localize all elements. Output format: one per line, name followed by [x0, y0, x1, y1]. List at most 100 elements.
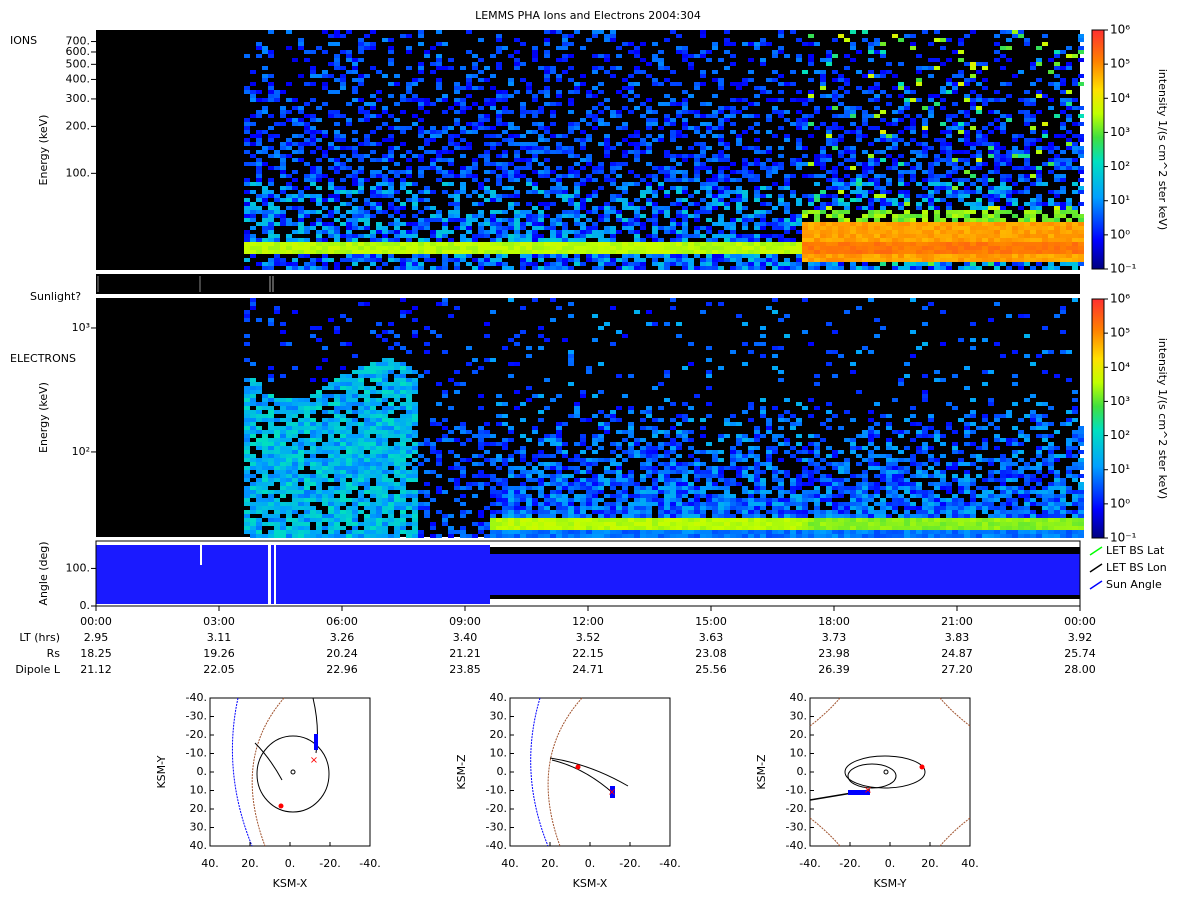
spectrogram-cell: [676, 178, 682, 182]
spectrogram-cell: [1066, 218, 1072, 222]
spectrogram-cell: [268, 182, 274, 186]
spectrogram-cell: [358, 78, 364, 82]
spectrogram-cell: [400, 230, 406, 234]
spectrogram-cell: [682, 98, 688, 102]
spectrogram-cell: [772, 206, 778, 210]
spectrogram-cell: [268, 442, 274, 446]
spectrogram-cell: [334, 418, 340, 422]
spectrogram-cell: [322, 246, 328, 250]
spectrogram-cell: [856, 222, 862, 226]
spectrogram-cell: [784, 210, 790, 214]
spectrogram-cell: [262, 162, 268, 166]
spectrogram-cell: [334, 226, 340, 230]
spectrogram-cell: [658, 226, 664, 230]
spectrogram-cell: [412, 230, 418, 234]
spectrogram-cell: [562, 242, 568, 246]
spectrogram-cell: [568, 242, 574, 246]
spectrogram-cell: [346, 70, 352, 74]
spectrogram-cell: [538, 238, 544, 242]
spectrogram-cell: [352, 238, 358, 242]
spectrogram-cell: [940, 142, 946, 146]
spectrogram-cell: [430, 102, 436, 106]
spectrogram-cell: [292, 230, 298, 234]
spectrogram-cell: [280, 110, 286, 114]
spectrogram-cell: [322, 154, 328, 158]
spectrogram-cell: [592, 210, 598, 214]
spectrogram-cell: [1078, 190, 1084, 194]
spectrogram-cell: [400, 262, 406, 266]
spectrogram-cell: [532, 254, 538, 258]
spectrogram-cell: [478, 262, 484, 266]
spectrogram-cell: [448, 162, 454, 166]
spectrogram-cell: [790, 190, 796, 194]
spectrogram-cell: [646, 198, 652, 202]
spectrogram-cell: [376, 238, 382, 242]
spectrogram-cell: [400, 450, 406, 454]
spectrogram-cell: [664, 94, 670, 98]
spectrogram-cell: [658, 166, 664, 170]
spectrogram-cell: [352, 526, 358, 530]
spectrogram-cell: [916, 254, 922, 258]
spectrogram-cell: [982, 250, 988, 254]
spectrogram-cell: [898, 62, 904, 66]
spectrogram-cell: [334, 210, 340, 214]
spectrogram-cell: [616, 114, 622, 118]
spectrogram-cell: [364, 490, 370, 494]
spectrogram-cell: [244, 498, 250, 502]
spectrogram-cell: [958, 58, 964, 62]
spectrogram-cell: [880, 138, 886, 142]
spectrogram-cell: [604, 106, 610, 110]
spectrogram-cell: [460, 218, 466, 222]
spectrogram-cell: [310, 442, 316, 446]
spectrogram-cell: [526, 110, 532, 114]
spectrogram-cell: [868, 142, 874, 146]
spectrogram-cell: [832, 226, 838, 230]
spectrogram-cell: [526, 142, 532, 146]
spectrogram-cell: [820, 158, 826, 162]
spectrogram-cell: [256, 182, 262, 186]
spectrogram-cell: [910, 218, 916, 222]
spectrogram-cell: [742, 250, 748, 254]
spectrogram-cell: [922, 130, 928, 134]
spectrogram-cell: [706, 242, 712, 246]
spectrogram-cell: [430, 62, 436, 66]
spectrogram-cell: [280, 170, 286, 174]
spectrogram-cell: [1012, 30, 1018, 34]
spectrogram-cell: [994, 150, 1000, 154]
spectrogram-cell: [1012, 246, 1018, 250]
spectrogram-cell: [268, 30, 274, 34]
spectrogram-cell: [334, 386, 340, 390]
spectrogram-cell: [868, 98, 874, 102]
spectrogram-cell: [1054, 158, 1060, 162]
spectrogram-cell: [352, 506, 358, 510]
spectrogram-cell: [898, 266, 904, 270]
spectrogram-cell: [682, 90, 688, 94]
spectrogram-cell: [904, 170, 910, 174]
spectrogram-cell: [754, 194, 760, 198]
spectrogram-cell: [820, 154, 826, 158]
spectrogram-cell: [364, 434, 370, 438]
spectrogram-cell: [400, 186, 406, 190]
spectrogram-cell: [370, 158, 376, 162]
spectrogram-cell: [664, 258, 670, 262]
spectrogram-cell: [376, 266, 382, 270]
spectrogram-cell: [274, 510, 280, 514]
spectrogram-cell: [328, 394, 334, 398]
spectrogram-cell: [1048, 226, 1054, 230]
spectrogram-cell: [268, 426, 274, 430]
spectrogram-cell: [742, 262, 748, 266]
spectrogram-cell: [520, 246, 526, 250]
spectrogram-cell: [922, 250, 928, 254]
spectrogram-cell: [388, 362, 394, 366]
spectrogram-cell: [1000, 234, 1006, 238]
spectrogram-cell: [460, 226, 466, 230]
spectrogram-cell: [538, 250, 544, 254]
spectrogram-cell: [268, 138, 274, 142]
spectrogram-cell: [334, 206, 340, 210]
spectrogram-cell: [394, 422, 400, 426]
spectrogram-cell: [706, 246, 712, 250]
spectrogram-cell: [346, 470, 352, 474]
spectrogram-cell: [796, 218, 802, 222]
spectrogram-cell: [292, 238, 298, 242]
spectrogram-cell: [502, 138, 508, 142]
